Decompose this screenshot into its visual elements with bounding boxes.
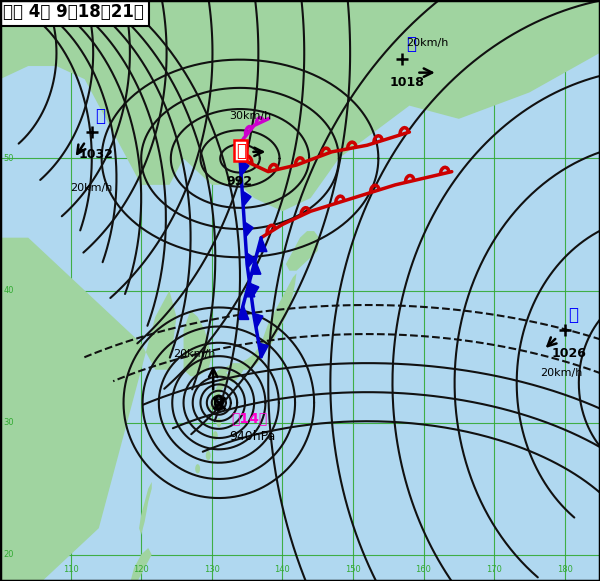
- Polygon shape: [259, 343, 268, 358]
- Text: 令和 4年 9月18日21時: 令和 4年 9月18日21時: [3, 3, 144, 21]
- Polygon shape: [229, 367, 244, 383]
- Text: 180: 180: [557, 565, 572, 575]
- Polygon shape: [246, 253, 255, 268]
- Text: 1032: 1032: [79, 149, 114, 162]
- Circle shape: [206, 451, 211, 460]
- Text: 20km/h: 20km/h: [173, 349, 215, 358]
- Text: 160: 160: [416, 565, 431, 575]
- Text: 170: 170: [486, 565, 502, 575]
- Text: 30: 30: [4, 418, 14, 427]
- Polygon shape: [139, 482, 152, 535]
- Text: 140: 140: [274, 565, 290, 575]
- Polygon shape: [254, 314, 263, 328]
- Polygon shape: [257, 238, 267, 252]
- Text: 高: 高: [95, 107, 105, 125]
- Text: 120: 120: [133, 565, 149, 575]
- Text: 110: 110: [63, 565, 79, 575]
- Polygon shape: [131, 548, 152, 581]
- Circle shape: [213, 431, 218, 440]
- Text: 1026: 1026: [552, 346, 587, 360]
- Text: 高: 高: [568, 306, 578, 324]
- Text: 20km/h: 20km/h: [71, 184, 113, 193]
- Text: 940hPa: 940hPa: [229, 430, 276, 443]
- Polygon shape: [240, 160, 249, 175]
- Text: 130: 130: [204, 565, 220, 575]
- Polygon shape: [245, 283, 255, 297]
- Text: 高: 高: [406, 35, 416, 53]
- Text: 150: 150: [345, 565, 361, 575]
- Polygon shape: [184, 310, 212, 376]
- Polygon shape: [250, 283, 259, 299]
- Circle shape: [195, 464, 200, 474]
- Polygon shape: [212, 273, 296, 376]
- Text: 低: 低: [236, 142, 246, 160]
- Polygon shape: [239, 305, 249, 320]
- Text: 20: 20: [4, 550, 14, 559]
- Polygon shape: [0, 0, 600, 238]
- Text: 50: 50: [4, 154, 14, 163]
- Text: 1018: 1018: [389, 76, 425, 89]
- Polygon shape: [244, 222, 253, 238]
- Text: 992: 992: [226, 175, 252, 188]
- Polygon shape: [251, 260, 261, 274]
- Text: 20km/h: 20km/h: [540, 368, 583, 378]
- Polygon shape: [286, 231, 319, 271]
- Polygon shape: [242, 191, 251, 206]
- Text: 30km/h: 30km/h: [229, 111, 272, 121]
- Text: 台14号: 台14号: [232, 411, 268, 425]
- Text: 20km/h: 20km/h: [406, 38, 448, 48]
- Text: 40: 40: [4, 286, 14, 295]
- Polygon shape: [0, 238, 176, 581]
- Circle shape: [217, 418, 221, 427]
- Polygon shape: [208, 372, 229, 410]
- Polygon shape: [289, 132, 305, 205]
